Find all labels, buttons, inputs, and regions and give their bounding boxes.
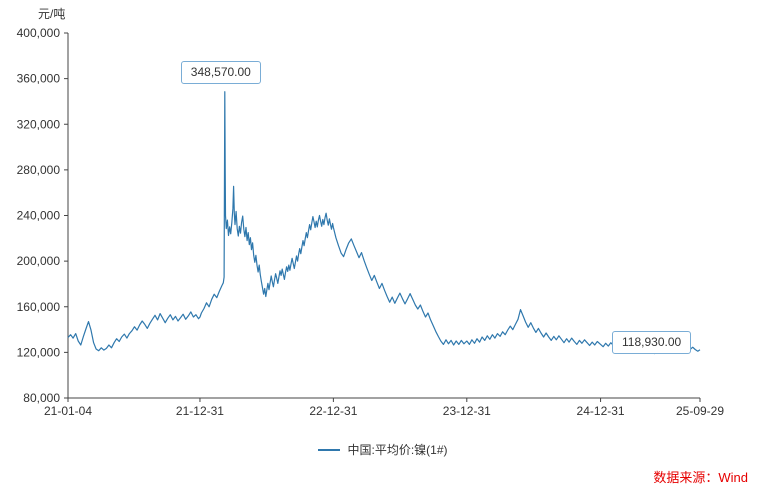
y-tick-label: 160,000 bbox=[17, 300, 61, 314]
legend-line-swatch bbox=[318, 448, 341, 451]
price-line bbox=[67, 91, 701, 355]
x-tick-label: 21-01-04 bbox=[44, 404, 92, 418]
y-tick-label: 240,000 bbox=[17, 209, 61, 223]
legend-label: 中国:平均价:镍(1#) bbox=[347, 443, 448, 457]
y-axis-unit-label: 元/吨 bbox=[38, 7, 66, 21]
x-tick-label: 23-12-31 bbox=[443, 404, 491, 418]
x-tick-label: 22-12-31 bbox=[309, 404, 357, 418]
x-tick-label: 24-12-31 bbox=[577, 404, 625, 418]
peak-annotation: 348,570.00 bbox=[180, 60, 261, 85]
x-tick-label: 21-12-31 bbox=[176, 404, 224, 418]
y-tick-label: 280,000 bbox=[17, 163, 61, 177]
y-tick-label: 400,000 bbox=[17, 26, 61, 40]
y-tick-label: 360,000 bbox=[17, 72, 61, 86]
legend: 中国:平均价:镍(1#) bbox=[0, 441, 766, 458]
y-tick-label: 320,000 bbox=[17, 117, 61, 131]
last-value-annotation: 118,930.00 bbox=[612, 330, 692, 355]
data-source-label: 数据来源：Wind bbox=[653, 470, 748, 485]
x-tick-label: 25-09-29 bbox=[676, 404, 724, 418]
y-tick-label: 80,000 bbox=[23, 391, 60, 405]
y-tick-label: 120,000 bbox=[17, 345, 61, 359]
y-tick-label: 200,000 bbox=[17, 254, 61, 268]
